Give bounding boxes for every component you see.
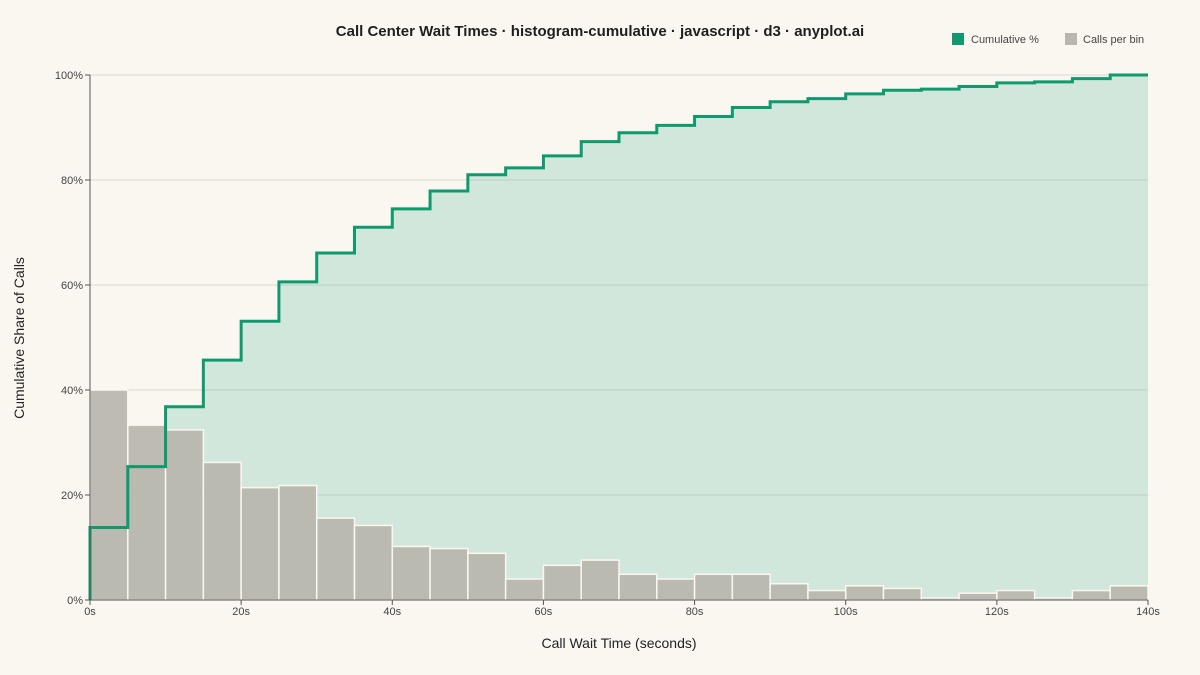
histogram-bar xyxy=(580,559,620,601)
y-tick-label: 20% xyxy=(61,490,83,502)
y-tick-label: 60% xyxy=(61,280,83,292)
x-tick-label: 0s xyxy=(84,606,96,618)
cumulative-area xyxy=(90,75,1148,600)
histogram-bar xyxy=(844,585,885,601)
x-tick-label: 120s xyxy=(985,606,1009,618)
histogram-bar xyxy=(391,545,431,601)
y-tick-label: 80% xyxy=(61,175,83,187)
histogram-bar xyxy=(240,486,280,601)
histogram-bar xyxy=(315,517,356,601)
legend: Cumulative % Calls per bin xyxy=(952,33,1144,46)
histogram-bar xyxy=(807,589,847,601)
histogram-bar xyxy=(89,389,129,601)
histogram-bar xyxy=(882,587,923,601)
legend-swatch-calls xyxy=(1065,33,1077,45)
histogram-bar xyxy=(996,589,1036,601)
y-axis-label: Cumulative Share of Calls xyxy=(11,257,27,419)
histogram-bar xyxy=(1109,585,1149,601)
axes xyxy=(89,75,1148,601)
y-axis-ticks: 0% 20% 40% 60% 80% 100% xyxy=(55,70,90,607)
histogram-bar xyxy=(353,524,394,601)
histogram-bar xyxy=(467,552,507,601)
x-axis-ticks: 0s 20s 40s 60s 80s 100s 120s 140s xyxy=(84,600,1160,618)
histogram-bar xyxy=(164,429,205,601)
histogram-bar xyxy=(693,573,734,601)
y-tick-label: 100% xyxy=(55,70,83,82)
x-tick-label: 140s xyxy=(1136,606,1160,618)
histogram-bar xyxy=(731,573,771,601)
legend-swatch-cumulative xyxy=(952,33,964,45)
histogram-bar xyxy=(504,578,545,601)
y-tick-label: 40% xyxy=(61,385,83,397)
histogram-bar xyxy=(958,592,998,601)
histogram-bar xyxy=(769,582,809,601)
bars xyxy=(89,389,1149,601)
x-tick-label: 20s xyxy=(232,606,250,618)
histogram-bar xyxy=(656,578,696,601)
histogram-bar xyxy=(542,564,582,601)
histogram-bar xyxy=(202,461,242,601)
histogram-bar xyxy=(429,547,469,601)
legend-label-cumulative: Cumulative % xyxy=(971,34,1039,46)
histogram-bar xyxy=(278,484,318,601)
histogram-bar xyxy=(618,573,658,601)
histogram-bar xyxy=(127,424,167,601)
chart-title: Call Center Wait Times · histogram-cumul… xyxy=(336,23,864,40)
y-tick-label: 0% xyxy=(67,595,83,607)
x-tick-label: 40s xyxy=(383,606,401,618)
histogram-bar xyxy=(1071,589,1111,601)
x-tick-label: 100s xyxy=(834,606,858,618)
x-tick-label: 80s xyxy=(686,606,704,618)
cumulative-line xyxy=(88,73,1148,600)
x-axis-label: Call Wait Time (seconds) xyxy=(541,635,696,651)
x-tick-label: 60s xyxy=(535,606,553,618)
legend-label-calls: Calls per bin xyxy=(1083,34,1144,46)
